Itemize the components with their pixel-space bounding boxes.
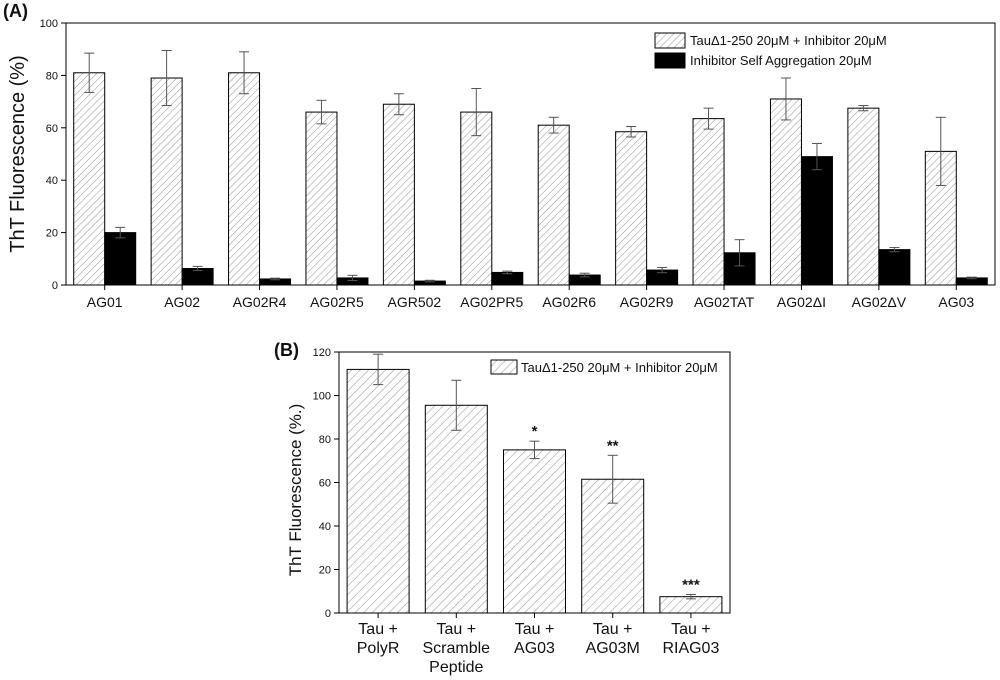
bar-a-tau-ag02pr5 <box>460 111 493 286</box>
bar-a-tau-ag02tat <box>692 118 725 286</box>
y-tick-label-b: 0 <box>325 608 331 620</box>
y-tick-label-a: 80 <box>46 70 58 82</box>
y-axis-title-b: ThT Fluorescence (%.) <box>286 404 305 577</box>
x-tick-label-a-ag02tat: AG02TAT <box>694 294 755 310</box>
bar-a-tau-ag02r6 <box>537 124 570 286</box>
x-tick-label-b-ag03m: Tau + AG03M <box>586 621 640 657</box>
legend-swatch-solid <box>654 52 686 69</box>
legend-b: TauΔ1-250 20μM + Inhibitor 20μM <box>490 359 718 375</box>
bar-a-tau-ag02-v <box>847 107 880 286</box>
x-tick-label-a-ag02r5: AG02R5 <box>310 294 364 310</box>
bar-a-self-ag01 <box>104 232 137 286</box>
bar-a-tau-ag02r9 <box>615 131 648 286</box>
bar-a-self-ag02-i <box>800 156 833 286</box>
y-tick-label-b: 100 <box>313 391 331 403</box>
y-tick-label-b: 20 <box>319 565 331 577</box>
bar-a-self-ag02-v <box>878 249 911 286</box>
x-tick-label-a-ag02: AG02 <box>164 294 200 310</box>
x-tick-label-a-ag01: AG01 <box>87 294 123 310</box>
y-tick-label-b: 80 <box>319 434 331 446</box>
x-tick-label-a-ag02pr5: AG02PR5 <box>460 294 523 310</box>
panel-label-b: (B) <box>274 340 299 360</box>
bar-b-ag03 <box>503 449 566 614</box>
significance-b-ag03: * <box>532 423 538 440</box>
x-tick-label-a-ag02-i: AG02ΔI <box>777 294 826 310</box>
x-tick-label-b-polyr: Tau + PolyR <box>357 621 400 657</box>
x-tick-label-a-ag02r4: AG02R4 <box>233 294 287 310</box>
bar-a-tau-ag02-i <box>769 98 802 286</box>
significance-b-ag03m: ** <box>607 437 619 454</box>
panel-label-a: (A) <box>3 1 28 21</box>
y-tick-label-b: 60 <box>319 478 331 490</box>
y-tick-label-b: 40 <box>319 521 331 533</box>
bar-a-tau-agr502 <box>382 103 415 286</box>
bar-a-tau-ag02 <box>150 77 183 286</box>
bar-b-polyr <box>346 368 410 614</box>
x-tick-label-b-ag03: Tau + AG03 <box>514 621 555 657</box>
x-tick-label-a-ag02r9: AG02R9 <box>620 294 674 310</box>
bar-a-tau-ag01 <box>73 72 106 286</box>
legend-label-hatched: TauΔ1-250 20μM + Inhibitor 20μM <box>690 33 887 48</box>
bar-a-self-ag02pr5 <box>491 271 524 286</box>
legend-label-b: TauΔ1-250 20μM + Inhibitor 20μM <box>521 360 718 375</box>
x-tick-label-a-ag03: AG03 <box>938 294 974 310</box>
bar-b-peptide <box>424 404 488 614</box>
y-tick-label-a: 60 <box>46 123 58 135</box>
chart-a: 0 20 40 60 80 100 AG01 AG02 AG02R4 AG02R5 AGR502 AG… <box>40 18 996 310</box>
x-tick-label-a-agr502: AGR502 <box>388 294 442 310</box>
chart-b: 0 20 40 60 80 100 120 Tau + PolyR Tau + Scramble Pe… <box>313 347 731 676</box>
legend-a: TauΔ1-250 20μM + Inhibitor 20μM Inhibito… <box>654 32 887 69</box>
x-tick-label-a-ag02-v: AG02ΔV <box>852 294 907 310</box>
y-tick-label-b: 120 <box>313 347 331 359</box>
legend-label-solid: Inhibitor Self Aggregation 20μM <box>690 53 872 68</box>
legend-swatch-b <box>490 359 518 375</box>
bar-a-tau-ag02r4 <box>228 72 261 286</box>
plot-frame-a <box>65 22 996 286</box>
y-tick-label-a: 0 <box>52 280 58 292</box>
significance-b-riag03: *** <box>682 577 700 594</box>
y-tick-label-a: 40 <box>46 175 58 187</box>
y-axis-title-a: ThT Fluorescence (%) <box>7 55 29 252</box>
x-tick-label-b-riag03: Tau + RIAG03 <box>662 621 719 657</box>
y-tick-label-a: 20 <box>46 228 58 240</box>
y-tick-label-a: 100 <box>40 18 58 30</box>
legend-swatch-hatched <box>654 32 686 49</box>
bar-a-tau-ag02r5 <box>305 111 338 286</box>
x-tick-label-b-peptide: Tau + Scramble Peptide <box>423 621 491 676</box>
x-tick-label-a-ag02r6: AG02R6 <box>542 294 596 310</box>
